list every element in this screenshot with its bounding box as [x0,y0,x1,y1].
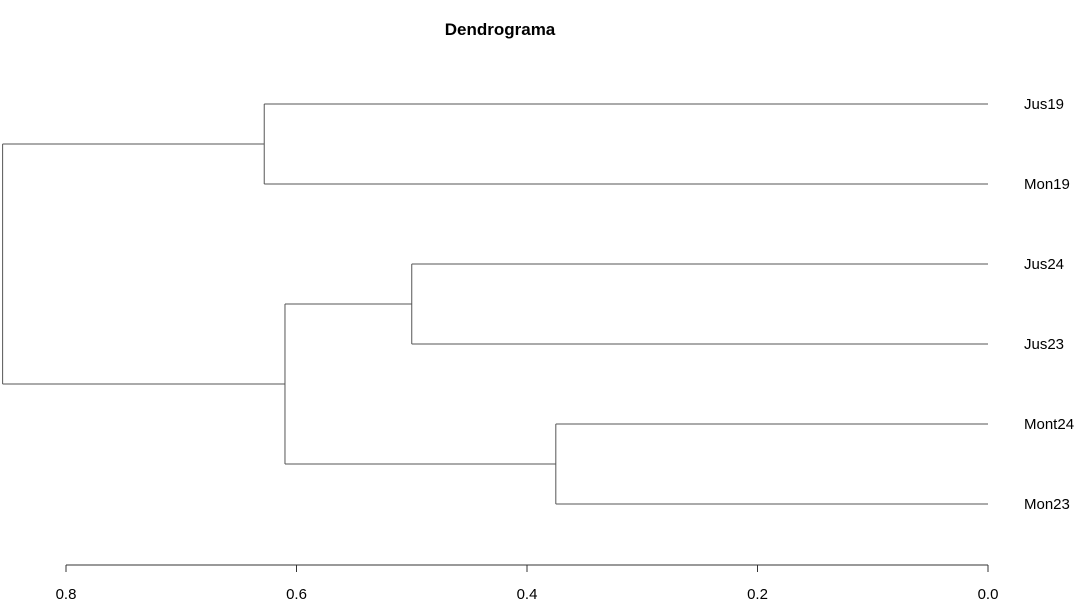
x-axis: 0.8 0.6 0.4 0.2 0.0 [56,564,999,603]
leaf-labels: Jus19 Mon19 Jus24 Jus23 Mont24 Mon23 [1024,96,1074,513]
leaf-label-mon23: Mon23 [1024,496,1070,513]
leaf-label-mont24: Mont24 [1024,416,1074,433]
x-tick-label: 0.2 [747,586,768,603]
dendrogram-branches [2,103,988,505]
x-tick-label: 0.6 [286,586,307,603]
x-tick-label: 0.4 [517,586,538,603]
leaf-label-jus24: Jus24 [1024,256,1064,273]
leaf-label-mon19: Mon19 [1024,176,1070,193]
leaf-label-jus19: Jus19 [1024,96,1064,113]
chart-title: Dendrograma [445,20,556,39]
x-tick-label: 0.0 [978,586,999,603]
x-tick-label: 0.8 [56,586,77,603]
leaf-label-jus23: Jus23 [1024,336,1064,353]
